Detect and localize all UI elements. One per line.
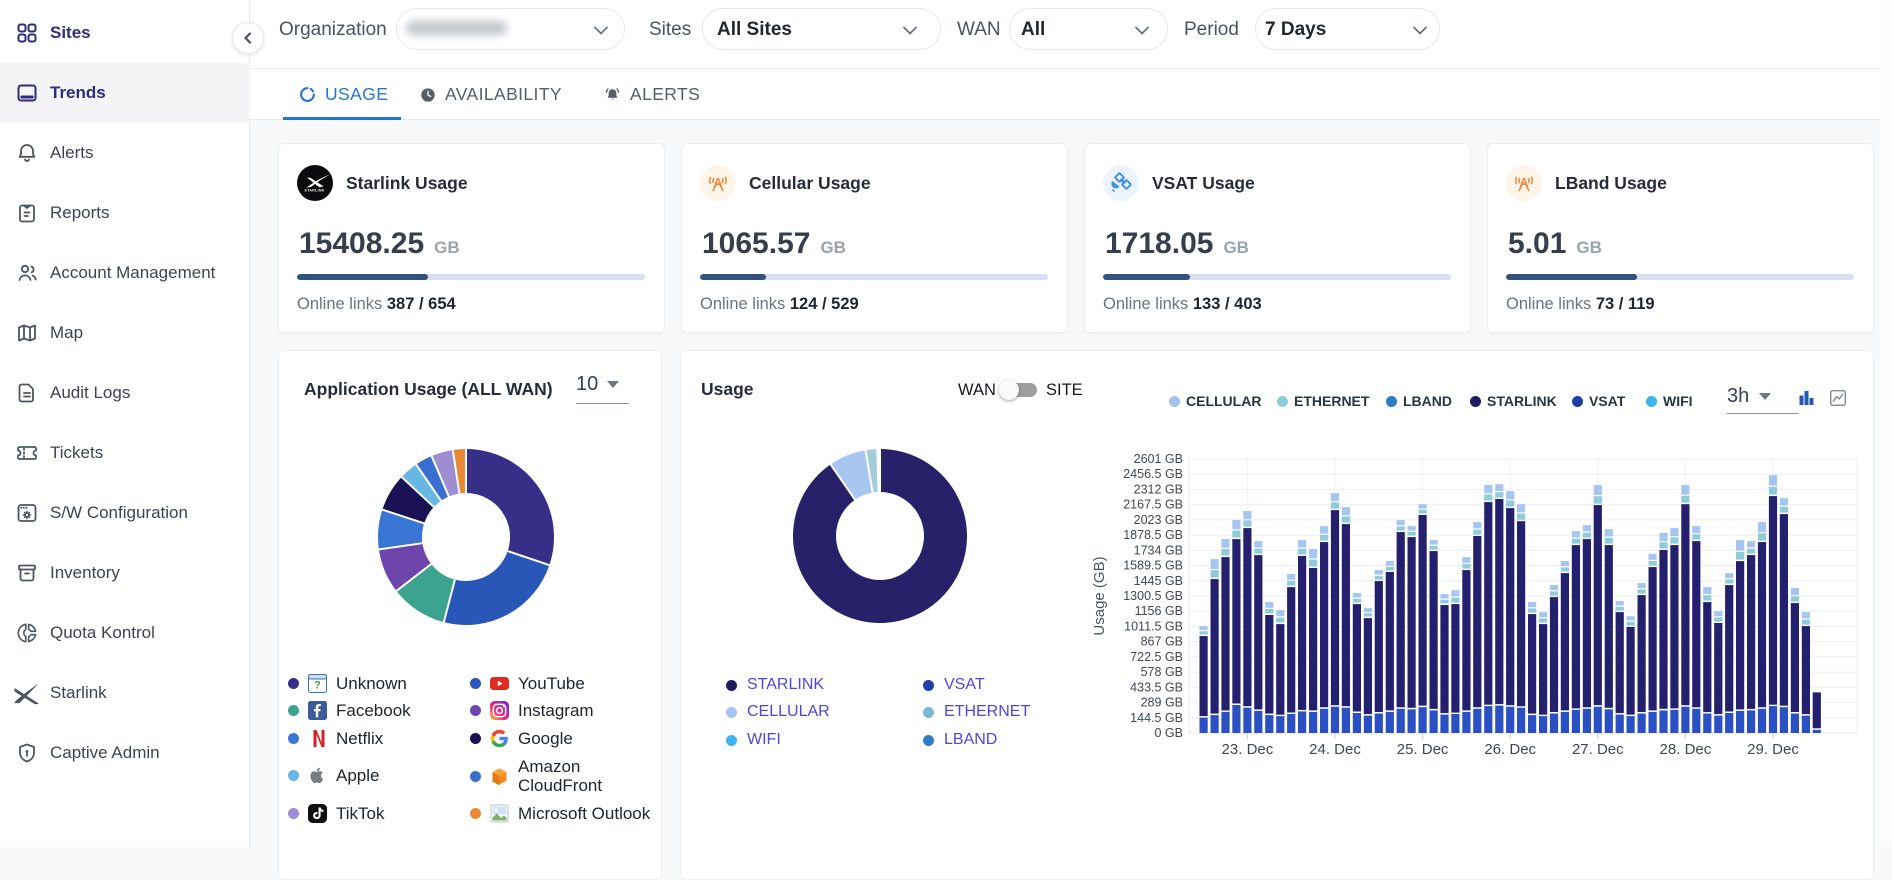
svg-text:STARLINK: STARLINK <box>305 189 325 193</box>
svg-text:867 GB: 867 GB <box>1141 635 1183 649</box>
svg-text:144.5 GB: 144.5 GB <box>1130 711 1183 725</box>
svg-text:26. Dec: 26. Dec <box>1484 741 1536 758</box>
svg-text:2601 GB: 2601 GB <box>1134 452 1183 466</box>
svg-text:1011.5 GB: 1011.5 GB <box>1124 619 1183 633</box>
svg-text:29. Dec: 29. Dec <box>1747 741 1799 758</box>
svg-text:24. Dec: 24. Dec <box>1309 741 1361 758</box>
svg-text:2456.5 GB: 2456.5 GB <box>1123 467 1183 481</box>
svg-text:1445 GB: 1445 GB <box>1134 574 1183 588</box>
svg-text:?: ? <box>314 680 321 692</box>
svg-text:A: A <box>1519 176 1529 191</box>
svg-text:1156 GB: 1156 GB <box>1135 604 1183 618</box>
svg-text:1734 GB: 1734 GB <box>1134 543 1183 557</box>
svg-text:722.5 GB: 722.5 GB <box>1130 650 1183 664</box>
svg-text:433.5 GB: 433.5 GB <box>1130 680 1183 694</box>
svg-text:578 GB: 578 GB <box>1141 665 1183 679</box>
svg-text:25. Dec: 25. Dec <box>1397 741 1449 758</box>
svg-text:27. Dec: 27. Dec <box>1572 741 1624 758</box>
svg-text:A: A <box>713 176 723 191</box>
svg-text:289 GB: 289 GB <box>1141 696 1183 710</box>
svg-text:23. Dec: 23. Dec <box>1222 741 1274 758</box>
svg-text:2312 GB: 2312 GB <box>1134 482 1183 496</box>
svg-text:1878.5 GB: 1878.5 GB <box>1123 528 1183 542</box>
svg-text:1300.5 GB: 1300.5 GB <box>1123 589 1183 603</box>
svg-text:1589.5 GB: 1589.5 GB <box>1123 559 1183 573</box>
svg-text:Usage (GB): Usage (GB) <box>1091 556 1108 635</box>
svg-text:2023 GB: 2023 GB <box>1134 513 1183 527</box>
svg-text:0 GB: 0 GB <box>1155 726 1184 740</box>
svg-text:28. Dec: 28. Dec <box>1660 741 1712 758</box>
svg-text:2167.5 GB: 2167.5 GB <box>1123 498 1183 512</box>
